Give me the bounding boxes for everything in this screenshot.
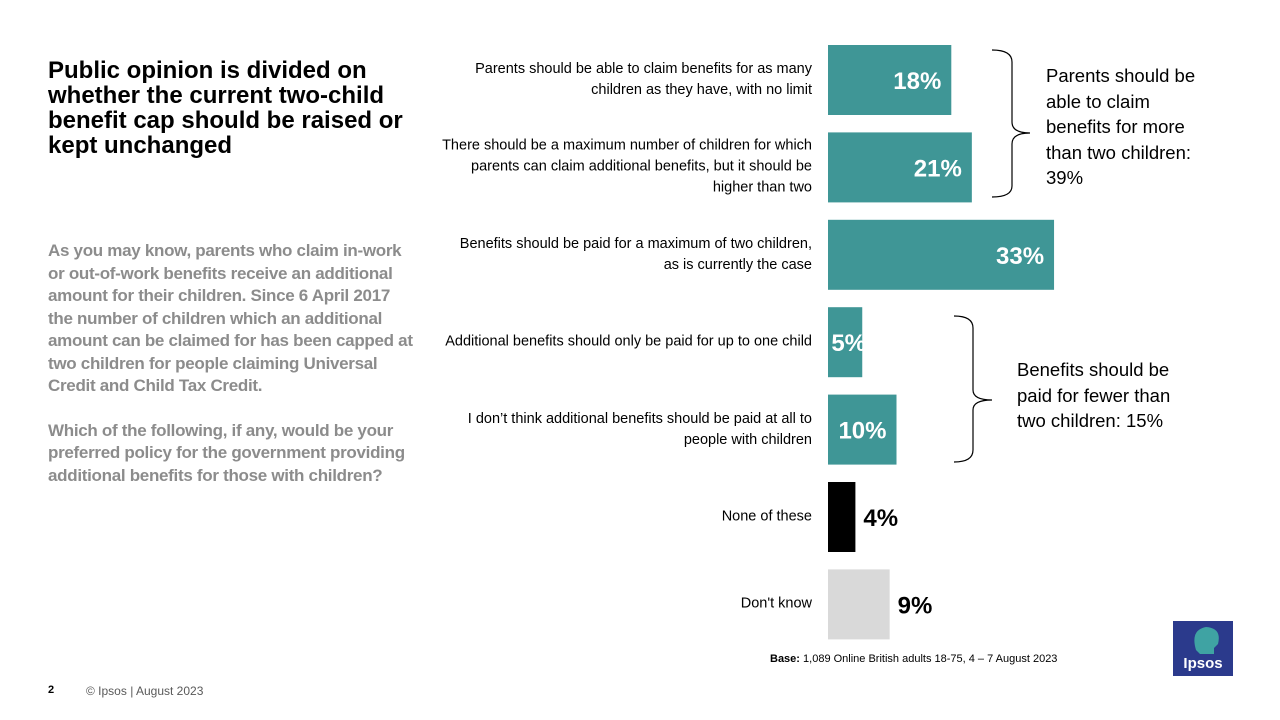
base-label: Base: [770, 653, 800, 665]
base-note: Base: 1,089 Online British adults 18-75,… [770, 653, 1057, 665]
bar [828, 482, 856, 552]
category-label: I don’t think additional benefits should… [467, 410, 812, 448]
question-text: As you may know, parents who claim in-wo… [48, 240, 418, 509]
value-label: 10% [838, 418, 886, 445]
logo-head [1194, 627, 1219, 654]
category-label: None of these [721, 508, 812, 525]
value-label: 18% [893, 68, 941, 95]
category-label: Don't know [740, 595, 812, 612]
category-label: Benefits should be paid for a maximum of… [459, 235, 812, 273]
bar [828, 307, 863, 378]
page-number: 2 [48, 684, 55, 696]
annotation: Benefits should be paid for fewer than t… [1017, 359, 1171, 431]
bracket [991, 49, 1031, 198]
value-label: 33% [996, 243, 1044, 270]
bracket [953, 315, 993, 463]
base-text: 1,089 Online British adults 18-75, 4 – 7… [803, 653, 1058, 665]
bar [828, 394, 897, 465]
annotation: Parents should be able to claim benefits… [1046, 65, 1196, 188]
value-label: 4% [863, 505, 898, 532]
category-label: Additional benefits should only be paid … [445, 333, 812, 350]
logo: Ipsos [1173, 621, 1233, 676]
copyright: © Ipsos | August 2023 [86, 684, 204, 698]
value-label: 5% [831, 330, 866, 357]
paragraph: As you may know, parents who claim in-wo… [48, 241, 413, 395]
value-label: 9% [898, 592, 933, 619]
value-label: 21% [914, 155, 962, 182]
bar [828, 132, 972, 203]
bar [828, 219, 1055, 290]
bar [828, 569, 890, 640]
category-label: Parents should be able to claim benefits… [475, 61, 812, 98]
slide-title: Public opinion is divided on whether the… [48, 57, 403, 159]
category-label: There should be a maximum number of chil… [442, 137, 812, 196]
paragraph: Which of the following, if any, would be… [48, 420, 405, 485]
logo-text: Ipsos [1183, 655, 1222, 672]
bar [828, 45, 952, 115]
